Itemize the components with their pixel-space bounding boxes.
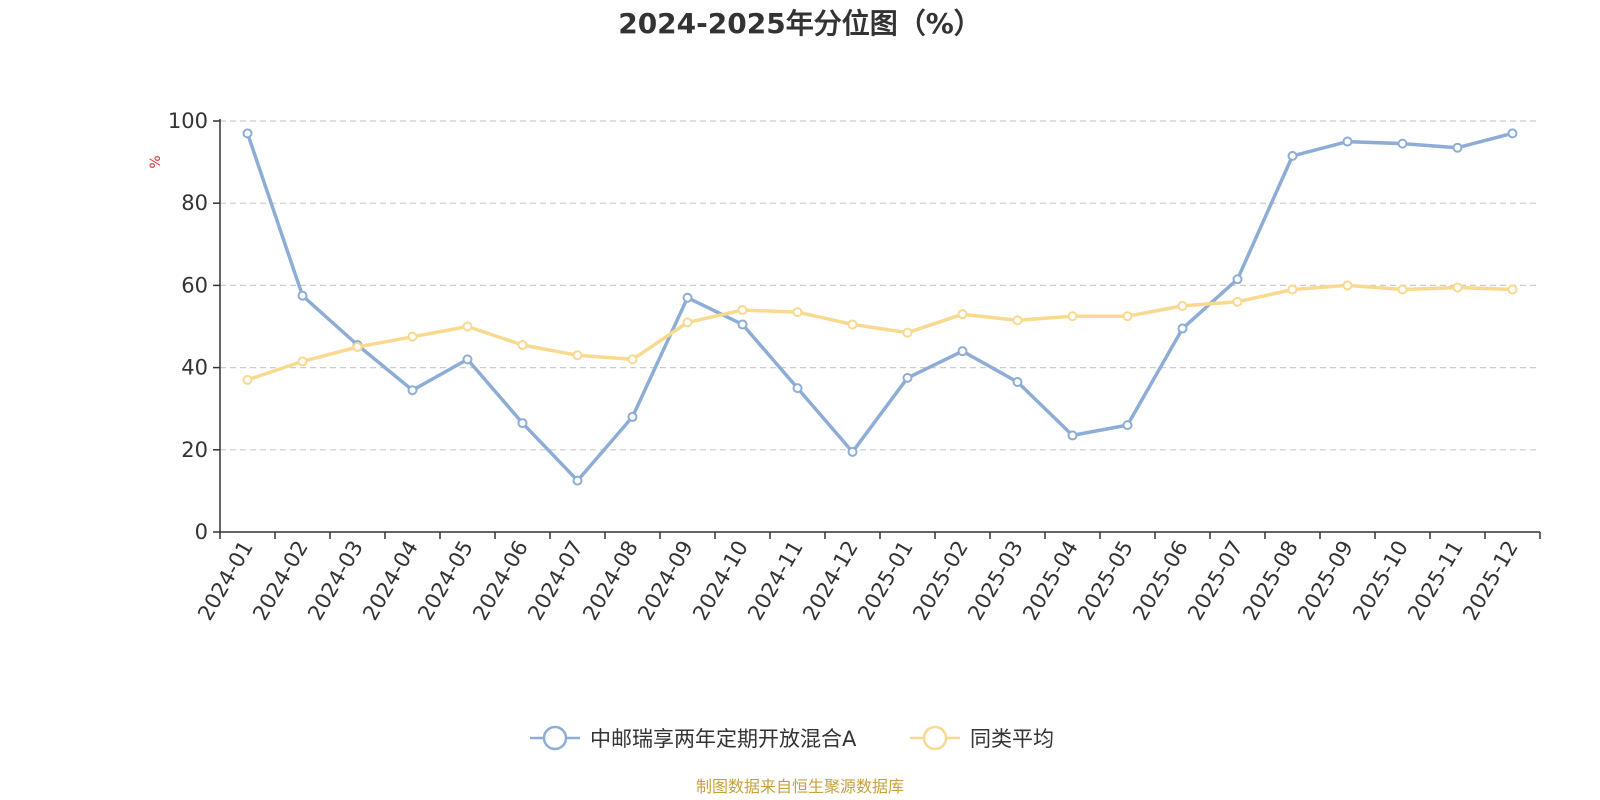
data-point <box>627 411 638 422</box>
data-point <box>1342 280 1353 291</box>
data-point <box>462 354 473 365</box>
y-axis-label: % <box>148 155 164 168</box>
data-point <box>1012 376 1023 387</box>
grid-lines <box>220 120 1540 451</box>
data-point <box>737 305 748 316</box>
data-point <box>1177 323 1188 334</box>
data-point <box>517 339 528 350</box>
legend-label: 中邮瑞享两年定期开放混合A <box>590 727 857 751</box>
data-point <box>242 128 253 139</box>
data-point <box>462 321 473 332</box>
data-point <box>627 354 638 365</box>
data-point <box>737 319 748 330</box>
legend: 中邮瑞享两年定期开放混合A 同类平均 <box>530 725 1054 751</box>
data-point <box>1287 284 1298 295</box>
data-point <box>1452 142 1463 153</box>
data-point <box>902 327 913 338</box>
data-point <box>847 319 858 330</box>
data-point <box>1507 128 1518 139</box>
data-point <box>957 346 968 357</box>
y-tick-label: 100 <box>168 109 208 133</box>
x-axis-ticks: 2024-012024-022024-032024-042024-052024-… <box>193 532 1541 625</box>
data-point <box>1012 315 1023 326</box>
data-point <box>517 418 528 429</box>
axes <box>219 119 1540 533</box>
data-point <box>1397 284 1408 295</box>
data-point <box>352 342 363 353</box>
data-point <box>242 374 253 385</box>
y-tick-label: 60 <box>181 273 208 297</box>
data-point <box>1397 138 1408 149</box>
data-point <box>1177 300 1188 311</box>
y-tick-label: 80 <box>181 191 208 215</box>
data-point <box>682 292 693 303</box>
data-point <box>847 446 858 457</box>
y-tick-label: 40 <box>181 356 208 380</box>
legend-item-0[interactable]: 中邮瑞享两年定期开放混合A <box>530 725 857 751</box>
data-point <box>572 350 583 361</box>
data-point <box>1232 274 1243 285</box>
data-point <box>407 385 418 396</box>
data-point <box>1342 136 1353 147</box>
data-point <box>297 290 308 301</box>
data-point <box>957 309 968 320</box>
data-point <box>572 475 583 486</box>
series-line <box>245 131 1513 483</box>
data-point <box>297 356 308 367</box>
series-line <box>246 283 1513 382</box>
source-text: 制图数据来自恒生聚源数据库 <box>696 777 904 796</box>
series-1 <box>242 280 1518 385</box>
data-point <box>1287 150 1298 161</box>
data-point <box>902 372 913 383</box>
chart-title: 2024-2025年分位图（%） <box>618 7 982 40</box>
data-point <box>1232 296 1243 307</box>
x-tick-label: 2025-12 <box>1458 537 1523 625</box>
y-tick-label: 0 <box>195 520 208 544</box>
legend-label: 同类平均 <box>970 727 1054 751</box>
data-point <box>792 307 803 318</box>
series-group <box>242 128 1518 486</box>
data-point <box>1507 284 1518 295</box>
y-tick-label: 20 <box>181 438 208 462</box>
legend-marker <box>922 725 948 751</box>
data-point <box>1122 311 1133 322</box>
data-point <box>682 317 693 328</box>
data-point <box>1067 311 1078 322</box>
data-point <box>792 383 803 394</box>
data-point <box>1452 282 1463 293</box>
data-point <box>1122 420 1133 431</box>
legend-marker <box>542 725 568 751</box>
data-point <box>407 331 418 342</box>
series-0 <box>242 128 1518 486</box>
y-axis-ticks: 0 20 40 60 80 100 <box>168 109 220 544</box>
data-point <box>1067 430 1078 441</box>
legend-item-1[interactable]: 同类平均 <box>910 725 1054 751</box>
